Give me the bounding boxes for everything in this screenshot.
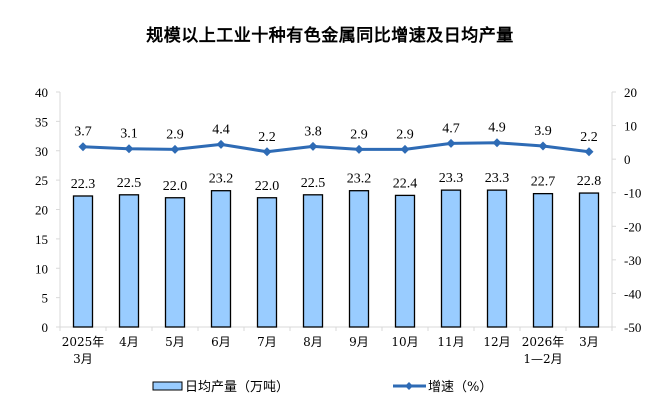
line-marker xyxy=(78,142,88,152)
line-value-label: 3.8 xyxy=(304,124,322,139)
left-axis-tick: 25 xyxy=(35,173,48,188)
line-series: 3.7 3.1 2.9 4.4 2.2 3.8 2.9 2.9 4.7 4.9 3.9 2.2 xyxy=(74,121,598,157)
bar-value-label: 23.2 xyxy=(347,172,372,187)
left-axis-tick: 0 xyxy=(42,320,49,335)
x-axis-label: 8月 xyxy=(303,335,323,349)
bar xyxy=(302,194,324,328)
x-axis-label: 11月 xyxy=(437,335,464,349)
bar xyxy=(486,189,508,328)
line-value-label: 4.7 xyxy=(442,121,460,136)
bar-value-label: 22.5 xyxy=(117,176,142,191)
line-marker xyxy=(584,147,594,157)
line-value-label: 2.9 xyxy=(350,127,368,142)
line-marker xyxy=(170,144,180,154)
x-axis-label: 2026年 xyxy=(522,335,565,349)
left-axis-tick: 30 xyxy=(35,144,48,159)
bar xyxy=(578,192,600,328)
left-axis-tick: 10 xyxy=(35,261,48,276)
x-axis-label: 2025年 xyxy=(62,335,105,349)
bar xyxy=(440,189,462,328)
left-axis-tick: 15 xyxy=(35,232,48,247)
bar xyxy=(348,190,370,328)
line-value-label: 4.9 xyxy=(488,121,506,136)
x-axis-label: 3月 xyxy=(73,352,93,366)
bar xyxy=(210,190,232,328)
legend-bar-label: 日均产量（万吨） xyxy=(185,380,289,395)
right-axis-tick: -20 xyxy=(624,219,641,234)
x-axis-label: 6月 xyxy=(211,335,231,349)
bar xyxy=(394,194,416,328)
right-axis-tick: -30 xyxy=(624,253,641,268)
x-axis-label: 4月 xyxy=(119,335,139,349)
x-axis-label: 7月 xyxy=(257,335,277,349)
line-value-label: 2.2 xyxy=(580,130,598,145)
left-axis-tick: 40 xyxy=(35,85,48,100)
bar-value-label: 22.3 xyxy=(71,177,96,192)
bar-value-label: 22.0 xyxy=(255,179,280,194)
bar xyxy=(164,197,186,328)
line-value-label: 3.1 xyxy=(120,127,138,142)
right-axis-tick: 20 xyxy=(624,85,637,100)
x-axis-labels: 2025年 3月 4月 5月 6月 7月 8月 9月 10月 11月 12月 2026年 1—2月 3月 xyxy=(62,335,599,366)
right-axis-tick: -40 xyxy=(624,286,641,301)
bar-value-label: 22.7 xyxy=(531,175,556,190)
bar-value-label: 23.2 xyxy=(209,172,234,187)
bar-value-label: 22.5 xyxy=(301,176,326,191)
line-marker xyxy=(538,141,548,151)
left-axis-tick: 5 xyxy=(42,291,49,306)
line-value-label: 3.7 xyxy=(74,125,92,140)
line-marker xyxy=(354,144,364,154)
line-value-label: 4.4 xyxy=(212,122,230,137)
legend-bar-swatch xyxy=(152,381,183,391)
bar xyxy=(118,194,140,328)
bar-series: 22.3 22.5 22.0 23.2 22.0 22.5 23.2 22.4 23.3 23.3… xyxy=(71,171,602,328)
line-marker xyxy=(308,141,318,151)
legend: 日均产量（万吨） 增速（%） xyxy=(152,380,492,395)
right-axis-tick: -50 xyxy=(624,320,641,335)
x-axis-label: 1—2月 xyxy=(523,352,562,366)
x-axis-label: 10月 xyxy=(391,335,418,349)
bar xyxy=(72,195,94,328)
line-value-label: 2.2 xyxy=(258,130,276,145)
line-marker xyxy=(492,138,502,148)
bar xyxy=(256,197,278,328)
right-axis-tick: -10 xyxy=(624,186,641,201)
bar-value-label: 22.0 xyxy=(163,179,188,194)
line-value-label: 3.9 xyxy=(534,124,552,139)
line-value-label: 2.9 xyxy=(166,127,184,142)
bar-value-label: 22.8 xyxy=(577,174,602,189)
line-marker xyxy=(400,144,410,154)
right-axis-tick: 10 xyxy=(624,119,637,134)
left-axis-tick: 20 xyxy=(35,203,48,218)
bar-value-label: 23.3 xyxy=(485,171,510,186)
line-marker xyxy=(216,139,226,149)
legend-line-label: 增速（%） xyxy=(428,380,492,395)
x-axis-label: 3月 xyxy=(579,335,599,349)
bar-value-label: 23.3 xyxy=(439,171,464,186)
chart-title: 规模以上工业十种有色金属同比增速及日均产量 xyxy=(146,26,514,46)
line-value-label: 2.9 xyxy=(396,127,414,142)
right-axis-tick: 0 xyxy=(624,152,631,167)
line-marker xyxy=(124,144,134,154)
bar-value-label: 22.4 xyxy=(393,176,418,191)
x-axis-label: 9月 xyxy=(349,335,369,349)
line-marker xyxy=(262,147,272,157)
bar xyxy=(532,192,554,328)
line-marker xyxy=(446,138,456,148)
x-axis-label: 12月 xyxy=(483,335,510,349)
x-axis-label: 5月 xyxy=(165,335,185,349)
left-axis-tick: 35 xyxy=(35,114,48,129)
axes: 0 5 10 15 20 25 30 35 40 -50 -40 -30 -20 -10 0 10 20 xyxy=(35,85,641,335)
